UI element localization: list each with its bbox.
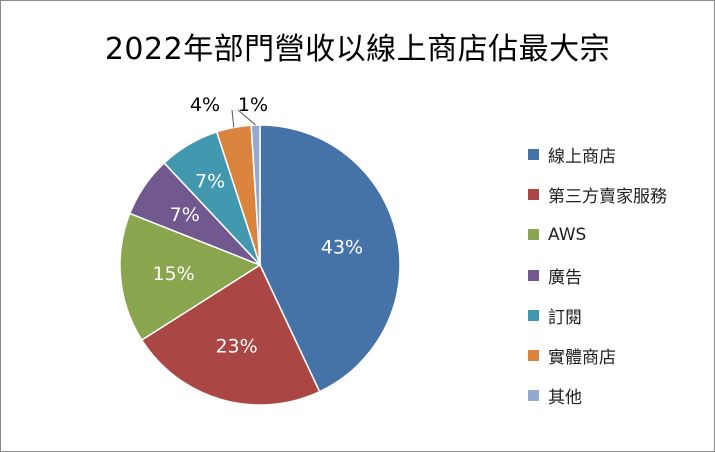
legend-item-6: 實體商店 (528, 335, 667, 375)
legend-item-2: 第三方賣家服務 (528, 174, 667, 214)
legend-swatch (528, 229, 539, 241)
legend-swatch (528, 148, 539, 160)
legend-item-7: 其他 (528, 376, 667, 416)
data-label-4: 7% (170, 204, 200, 226)
legend-label: 第三方賣家服務 (548, 186, 667, 207)
data-label-1: 43% (321, 237, 363, 259)
legend-label: 訂閱 (548, 307, 582, 328)
legend-item-3: AWS (528, 215, 667, 255)
pie-slice-2 (140, 263, 321, 406)
legend-label: 廣告 (548, 267, 582, 288)
data-label-6: 4% (190, 94, 220, 116)
legend-swatch (528, 188, 539, 200)
data-label-5: 7% (195, 171, 225, 193)
legend-swatch (528, 390, 539, 402)
data-label-7: 1% (238, 94, 268, 116)
data-label-3: 15% (152, 263, 194, 285)
legend-label: AWS (548, 224, 587, 245)
legend-swatch (528, 269, 539, 281)
legend-item-4: 廣告 (528, 255, 667, 295)
legend-item-1: 線上商店 (528, 134, 667, 174)
leader-line-7 (237, 109, 256, 126)
chart-title: 2022年部門營收以線上商店佔最大宗 (104, 32, 611, 67)
data-label-2: 23% (215, 336, 257, 358)
legend-label: 線上商店 (548, 146, 616, 167)
legend-item-5: 訂閱 (528, 295, 667, 335)
leader-line-6 (231, 109, 235, 128)
legend-swatch (528, 350, 539, 362)
pie-slice-3 (119, 212, 262, 342)
pie-slice-1 (259, 124, 401, 393)
legend-label: 其他 (548, 388, 582, 409)
legend-label: 實體商店 (548, 348, 616, 369)
legend-swatch (528, 309, 539, 321)
chart-legend: 線上商店第三方賣家服務 AWS 廣告訂閱實體商店其他 (528, 134, 667, 416)
